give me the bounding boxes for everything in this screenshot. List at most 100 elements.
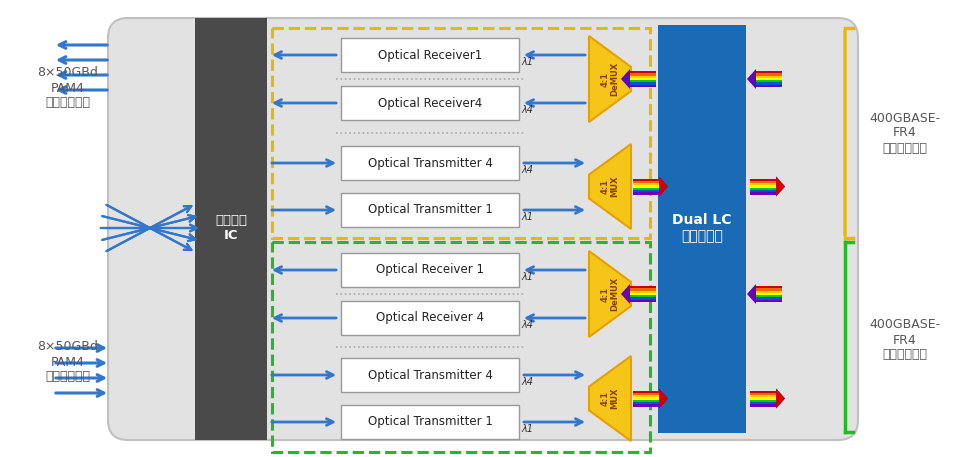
Bar bbox=[630, 78, 656, 80]
Bar bbox=[630, 75, 656, 78]
Bar bbox=[633, 397, 659, 399]
Text: λ4: λ4 bbox=[521, 377, 533, 387]
Bar bbox=[633, 179, 659, 181]
Bar bbox=[756, 291, 782, 293]
Polygon shape bbox=[776, 176, 785, 197]
Bar bbox=[633, 188, 659, 190]
Bar bbox=[630, 298, 656, 300]
Bar bbox=[633, 181, 659, 183]
Bar bbox=[633, 186, 659, 188]
Bar bbox=[633, 404, 659, 406]
Bar bbox=[750, 181, 776, 183]
Polygon shape bbox=[776, 388, 785, 409]
Bar bbox=[341, 86, 519, 120]
Bar bbox=[756, 78, 782, 80]
Bar bbox=[341, 253, 519, 287]
Bar bbox=[195, 18, 267, 440]
Bar bbox=[630, 295, 656, 298]
Polygon shape bbox=[589, 144, 631, 229]
Bar bbox=[750, 402, 776, 404]
Text: λ1: λ1 bbox=[521, 212, 533, 222]
Bar bbox=[630, 71, 656, 73]
Text: Optical Receiver 4: Optical Receiver 4 bbox=[376, 312, 484, 324]
Bar bbox=[633, 183, 659, 186]
Bar bbox=[633, 395, 659, 397]
Text: Optical Receiver 1: Optical Receiver 1 bbox=[376, 264, 484, 276]
Polygon shape bbox=[659, 388, 668, 409]
Text: λ1: λ1 bbox=[521, 424, 533, 434]
Bar bbox=[756, 286, 782, 288]
Bar bbox=[341, 38, 519, 72]
Bar bbox=[633, 190, 659, 192]
Bar bbox=[750, 390, 776, 393]
Bar bbox=[750, 186, 776, 188]
Bar bbox=[750, 399, 776, 402]
Bar bbox=[630, 288, 656, 291]
Polygon shape bbox=[659, 176, 668, 197]
Bar bbox=[756, 85, 782, 87]
Bar bbox=[630, 82, 656, 85]
Bar bbox=[633, 402, 659, 404]
Polygon shape bbox=[659, 176, 668, 197]
Bar bbox=[272, 242, 650, 452]
Bar bbox=[633, 399, 659, 402]
Bar bbox=[272, 28, 650, 238]
Bar bbox=[750, 404, 776, 406]
Bar bbox=[750, 183, 776, 186]
Bar bbox=[658, 25, 746, 433]
Text: λ1: λ1 bbox=[521, 57, 533, 67]
Bar bbox=[756, 73, 782, 75]
Text: Optical Transmitter 1: Optical Transmitter 1 bbox=[368, 415, 492, 429]
Bar bbox=[750, 188, 776, 190]
Bar bbox=[756, 293, 782, 295]
Bar bbox=[750, 395, 776, 397]
Text: 信号処理
IC: 信号処理 IC bbox=[215, 214, 247, 242]
Bar bbox=[756, 298, 782, 300]
Text: 4:1
DeMUX: 4:1 DeMUX bbox=[600, 277, 620, 311]
Bar bbox=[750, 393, 776, 395]
Bar bbox=[750, 192, 776, 195]
Polygon shape bbox=[747, 69, 756, 89]
Bar bbox=[630, 300, 656, 302]
Text: Optical Transmitter 4: Optical Transmitter 4 bbox=[368, 368, 492, 382]
Text: Optical Receiver1: Optical Receiver1 bbox=[378, 48, 482, 62]
Bar bbox=[341, 193, 519, 227]
Polygon shape bbox=[747, 284, 756, 304]
Bar bbox=[630, 73, 656, 75]
Polygon shape bbox=[589, 251, 631, 337]
Bar bbox=[756, 288, 782, 291]
Text: λ4: λ4 bbox=[521, 105, 533, 115]
Polygon shape bbox=[776, 176, 785, 197]
Bar bbox=[341, 405, 519, 439]
Text: Optical Receiver4: Optical Receiver4 bbox=[378, 96, 482, 110]
Bar bbox=[341, 301, 519, 335]
Bar bbox=[756, 75, 782, 78]
Text: 8×50GBd
PAM4
電気信号出力: 8×50GBd PAM4 電気信号出力 bbox=[38, 67, 98, 110]
Bar bbox=[750, 397, 776, 399]
Text: 400GBASE-
FR4
光信号入出力: 400GBASE- FR4 光信号入出力 bbox=[869, 319, 941, 361]
Bar bbox=[756, 82, 782, 85]
Text: 8×50GBd
PAM4
電気信号入力: 8×50GBd PAM4 電気信号入力 bbox=[38, 340, 98, 383]
Text: λ4: λ4 bbox=[521, 320, 533, 330]
Bar bbox=[341, 146, 519, 180]
Bar bbox=[633, 192, 659, 195]
Bar bbox=[630, 80, 656, 82]
Bar bbox=[630, 286, 656, 288]
Bar bbox=[630, 293, 656, 295]
Bar bbox=[756, 80, 782, 82]
FancyBboxPatch shape bbox=[108, 18, 858, 440]
Bar bbox=[633, 390, 659, 393]
Text: Optical Transmitter 1: Optical Transmitter 1 bbox=[368, 203, 492, 217]
Text: Optical Transmitter 4: Optical Transmitter 4 bbox=[368, 156, 492, 170]
Polygon shape bbox=[621, 284, 630, 304]
Text: 400GBASE-
FR4
光信号入出力: 400GBASE- FR4 光信号入出力 bbox=[869, 112, 941, 154]
Bar bbox=[633, 393, 659, 395]
Text: 4:1
DeMUX: 4:1 DeMUX bbox=[600, 62, 620, 96]
Bar bbox=[341, 358, 519, 392]
Text: 4:1
MUX: 4:1 MUX bbox=[600, 176, 620, 197]
Text: λ4: λ4 bbox=[521, 165, 533, 175]
Bar bbox=[750, 190, 776, 192]
Text: 4:1
MUX: 4:1 MUX bbox=[600, 388, 620, 409]
Polygon shape bbox=[659, 388, 668, 409]
Bar bbox=[756, 300, 782, 302]
